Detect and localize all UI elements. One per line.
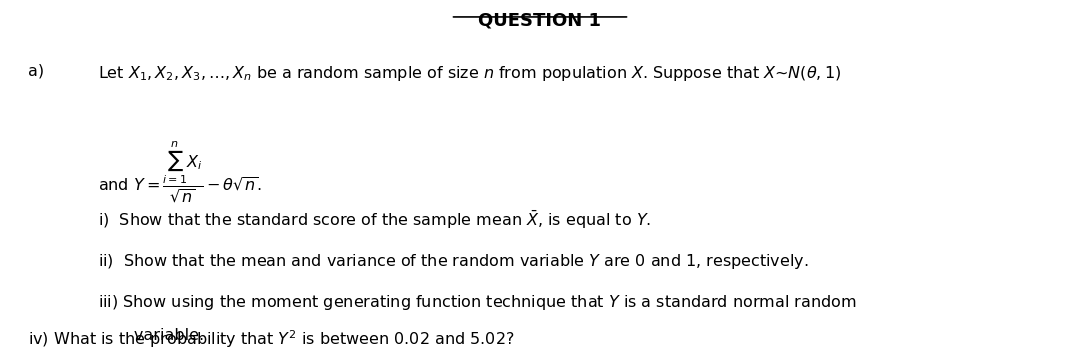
Text: Let $X_1, X_2, X_3, \ldots, X_n$ be a random sample of size $n$ from population : Let $X_1, X_2, X_3, \ldots, X_n$ be a ra… <box>98 64 841 83</box>
Text: i)  Show that the standard score of the sample mean $\bar{X}$, is equal to $Y$.: i) Show that the standard score of the s… <box>98 209 651 231</box>
Text: iv) What is the probability that $Y^2$ is between 0.02 and 5.02?: iv) What is the probability that $Y^2$ i… <box>28 328 515 350</box>
Text: QUESTION 1: QUESTION 1 <box>478 12 602 30</box>
Text: and $Y = \dfrac{\sum_{i=1}^{n} X_i}{\sqrt{n}} - \theta\sqrt{n}.$: and $Y = \dfrac{\sum_{i=1}^{n} X_i}{\sqr… <box>98 140 262 205</box>
Text: iii) Show using the moment generating function technique that $Y$ is a standard : iii) Show using the moment generating fu… <box>98 293 856 312</box>
Text: ii)  Show that the mean and variance of the random variable $Y$ are 0 and 1, res: ii) Show that the mean and variance of t… <box>98 252 809 271</box>
Text: variable.: variable. <box>98 328 204 343</box>
Text: a): a) <box>28 64 44 78</box>
